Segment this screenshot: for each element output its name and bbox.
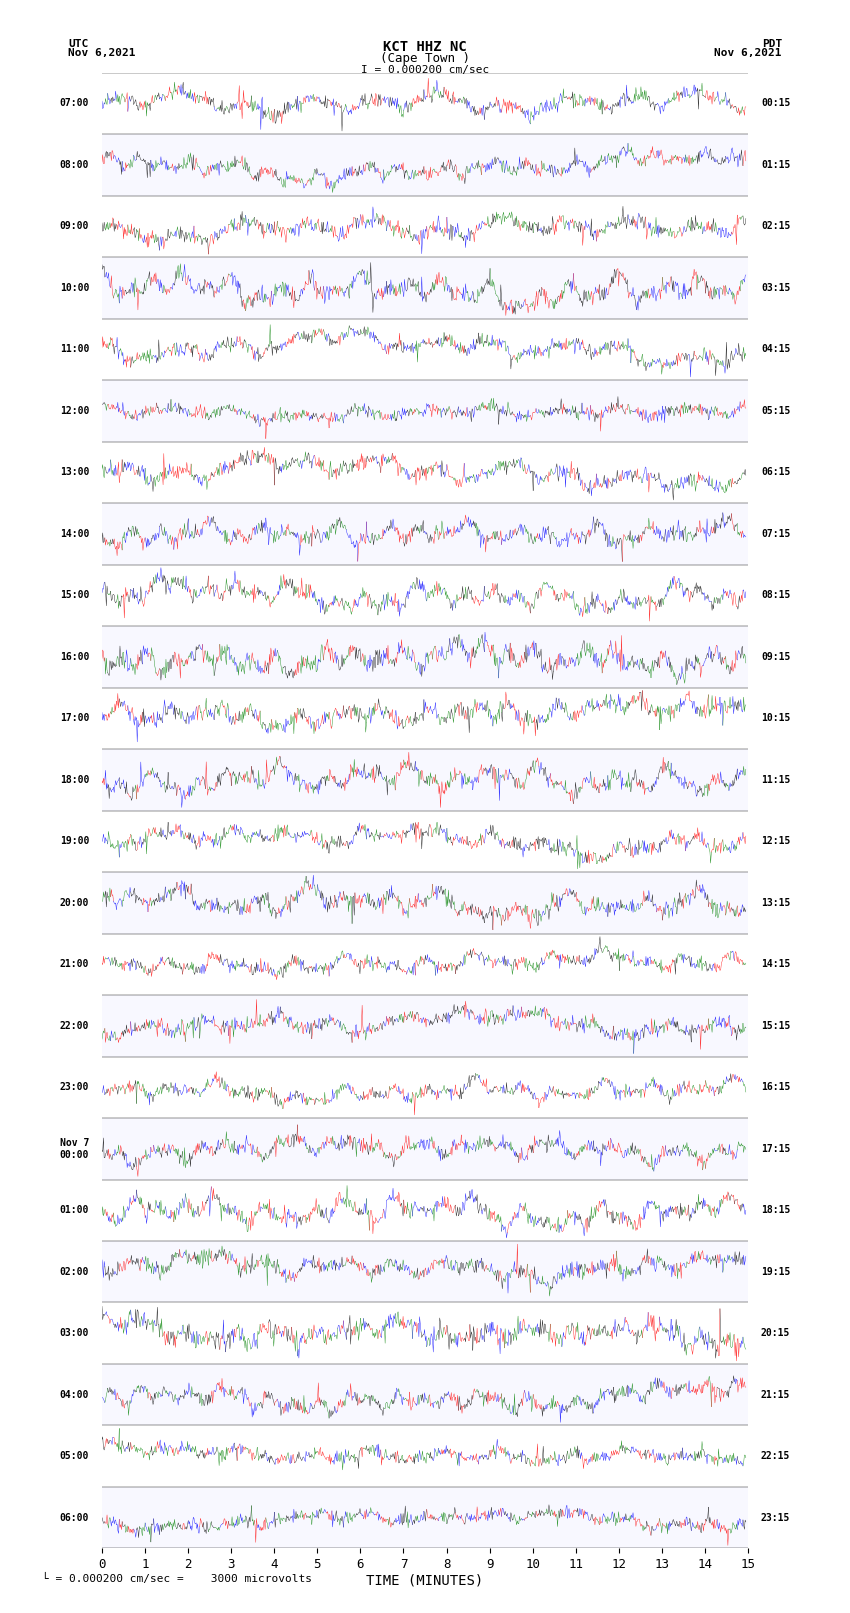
Text: 05:00: 05:00 xyxy=(60,1452,89,1461)
Bar xyxy=(102,1240,748,1303)
Text: 16:00: 16:00 xyxy=(60,652,89,661)
Text: 19:15: 19:15 xyxy=(761,1266,790,1277)
Text: 00:15: 00:15 xyxy=(761,98,790,108)
Text: 15:15: 15:15 xyxy=(761,1021,790,1031)
Bar xyxy=(102,195,748,256)
Text: 01:15: 01:15 xyxy=(761,160,790,169)
Text: 03:15: 03:15 xyxy=(761,282,790,294)
Text: Nov 7
00:00: Nov 7 00:00 xyxy=(60,1137,89,1160)
Text: 08:00: 08:00 xyxy=(60,160,89,169)
Text: KCT HHZ NC: KCT HHZ NC xyxy=(383,40,467,55)
Text: 06:00: 06:00 xyxy=(60,1513,89,1523)
Bar xyxy=(102,1487,748,1548)
Bar xyxy=(102,319,748,381)
Text: PDT: PDT xyxy=(762,39,782,48)
Bar xyxy=(102,1365,748,1426)
Text: 01:00: 01:00 xyxy=(60,1205,89,1215)
Bar xyxy=(102,134,748,195)
Text: 10:15: 10:15 xyxy=(761,713,790,723)
Text: 05:15: 05:15 xyxy=(761,406,790,416)
Text: 07:00: 07:00 xyxy=(60,98,89,108)
Bar xyxy=(102,810,748,873)
Text: └ = 0.000200 cm/sec =    3000 microvolts: └ = 0.000200 cm/sec = 3000 microvolts xyxy=(42,1573,313,1584)
Text: 03:00: 03:00 xyxy=(60,1327,89,1339)
Bar xyxy=(102,1118,748,1179)
Text: 09:00: 09:00 xyxy=(60,221,89,231)
Text: 14:15: 14:15 xyxy=(761,960,790,969)
Bar xyxy=(102,873,748,934)
Bar xyxy=(102,1426,748,1487)
Text: Nov 6,2021: Nov 6,2021 xyxy=(68,48,135,58)
Text: 15:00: 15:00 xyxy=(60,590,89,600)
Text: 23:15: 23:15 xyxy=(761,1513,790,1523)
Bar xyxy=(102,256,748,319)
Text: 12:00: 12:00 xyxy=(60,406,89,416)
Bar xyxy=(102,442,748,503)
Bar xyxy=(102,1179,748,1240)
Text: 20:15: 20:15 xyxy=(761,1327,790,1339)
Text: 22:00: 22:00 xyxy=(60,1021,89,1031)
Text: 06:15: 06:15 xyxy=(761,468,790,477)
Text: 21:00: 21:00 xyxy=(60,960,89,969)
Text: UTC: UTC xyxy=(68,39,88,48)
Text: 11:15: 11:15 xyxy=(761,774,790,786)
Text: 23:00: 23:00 xyxy=(60,1082,89,1092)
Text: 12:15: 12:15 xyxy=(761,836,790,847)
Text: 02:00: 02:00 xyxy=(60,1266,89,1277)
Text: 02:15: 02:15 xyxy=(761,221,790,231)
Bar xyxy=(102,687,748,748)
Text: Nov 6,2021: Nov 6,2021 xyxy=(715,48,782,58)
Bar xyxy=(102,381,748,442)
Text: 16:15: 16:15 xyxy=(761,1082,790,1092)
Bar xyxy=(102,1303,748,1365)
Text: 14:00: 14:00 xyxy=(60,529,89,539)
Text: 22:15: 22:15 xyxy=(761,1452,790,1461)
Text: 17:00: 17:00 xyxy=(60,713,89,723)
Bar xyxy=(102,934,748,995)
Bar xyxy=(102,503,748,565)
Text: 18:00: 18:00 xyxy=(60,774,89,786)
Text: 09:15: 09:15 xyxy=(761,652,790,661)
Text: (Cape Town ): (Cape Town ) xyxy=(380,52,470,65)
Text: I = 0.000200 cm/sec: I = 0.000200 cm/sec xyxy=(361,65,489,74)
Bar xyxy=(102,565,748,626)
Bar xyxy=(102,1057,748,1118)
Text: 21:15: 21:15 xyxy=(761,1390,790,1400)
Text: 13:00: 13:00 xyxy=(60,468,89,477)
Text: 20:00: 20:00 xyxy=(60,898,89,908)
Bar xyxy=(102,995,748,1057)
Bar xyxy=(102,626,748,687)
Bar xyxy=(102,73,748,134)
X-axis label: TIME (MINUTES): TIME (MINUTES) xyxy=(366,1574,484,1587)
Text: 10:00: 10:00 xyxy=(60,282,89,294)
Bar xyxy=(102,748,748,810)
Text: 07:15: 07:15 xyxy=(761,529,790,539)
Text: 11:00: 11:00 xyxy=(60,344,89,355)
Text: 13:15: 13:15 xyxy=(761,898,790,908)
Text: 04:15: 04:15 xyxy=(761,344,790,355)
Text: 08:15: 08:15 xyxy=(761,590,790,600)
Text: 19:00: 19:00 xyxy=(60,836,89,847)
Text: 04:00: 04:00 xyxy=(60,1390,89,1400)
Text: 18:15: 18:15 xyxy=(761,1205,790,1215)
Text: 17:15: 17:15 xyxy=(761,1144,790,1153)
